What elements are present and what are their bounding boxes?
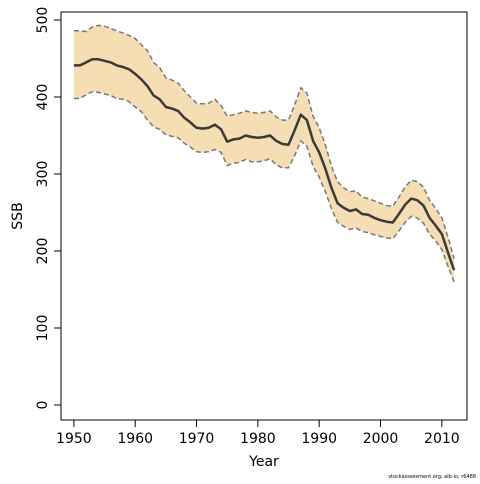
lower-bound xyxy=(73,90,455,283)
y-tick-label: 500 xyxy=(35,7,51,34)
y-axis-label: SSB xyxy=(10,202,26,229)
footnote: stockassessment.org, alb-io, r6488 xyxy=(388,474,476,480)
plot-frame xyxy=(60,11,468,421)
x-tick-label: 1950 xyxy=(56,431,92,447)
x-tick-label: 1960 xyxy=(117,431,153,447)
x-axis-label: Year xyxy=(248,454,279,470)
y-tick-label: 200 xyxy=(35,238,51,265)
y-tick-label: 0 xyxy=(35,401,51,410)
x-tick-label: 2010 xyxy=(424,431,460,447)
x-tick-label: 1990 xyxy=(301,431,337,447)
estimate-line xyxy=(73,58,456,271)
x-tick-label: 2000 xyxy=(363,431,399,447)
upper-bound xyxy=(73,24,455,259)
y-tick-label: 300 xyxy=(35,161,51,188)
x-tick-label: 1980 xyxy=(240,431,276,447)
confidence-band xyxy=(73,25,455,282)
y-tick-label: 100 xyxy=(35,315,51,342)
x-tick-label: 1970 xyxy=(179,431,215,447)
y-tick-label: 400 xyxy=(35,84,51,111)
